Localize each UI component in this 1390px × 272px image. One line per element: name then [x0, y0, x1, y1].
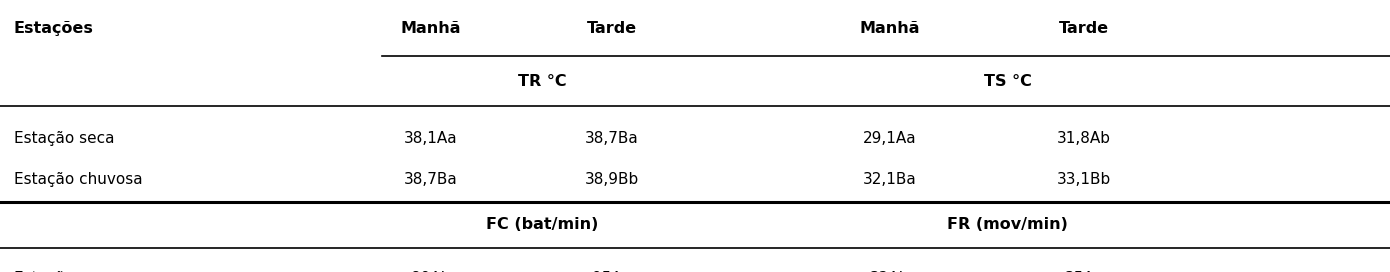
Text: 32Ab: 32Ab — [870, 271, 909, 272]
Text: Estação seca: Estação seca — [14, 131, 114, 146]
Text: FC (bat/min): FC (bat/min) — [486, 217, 598, 232]
Text: TR °C: TR °C — [518, 74, 566, 89]
Text: Manhã: Manhã — [859, 21, 920, 36]
Text: 29,1Aa: 29,1Aa — [863, 131, 916, 146]
Text: FR (mov/min): FR (mov/min) — [948, 217, 1068, 232]
Text: 38,9Bb: 38,9Bb — [584, 172, 639, 187]
Text: Estação chuvosa: Estação chuvosa — [14, 172, 143, 187]
Text: Tarde: Tarde — [1059, 21, 1109, 36]
Text: Manhã: Manhã — [400, 21, 461, 36]
Text: TS °C: TS °C — [984, 74, 1031, 89]
Text: 35Aa: 35Aa — [1065, 271, 1104, 272]
Text: 38,7Ba: 38,7Ba — [585, 131, 638, 146]
Text: 89Ab: 89Ab — [411, 271, 450, 272]
Text: 33,1Bb: 33,1Bb — [1056, 172, 1112, 187]
Text: 31,8Ab: 31,8Ab — [1058, 131, 1111, 146]
Text: 38,7Ba: 38,7Ba — [404, 172, 457, 187]
Text: Estação seca: Estação seca — [14, 271, 114, 272]
Text: 38,1Aa: 38,1Aa — [404, 131, 457, 146]
Text: Estações: Estações — [14, 21, 93, 36]
Text: 32,1Ba: 32,1Ba — [863, 172, 916, 187]
Text: 95Aa: 95Aa — [592, 271, 631, 272]
Text: Tarde: Tarde — [587, 21, 637, 36]
